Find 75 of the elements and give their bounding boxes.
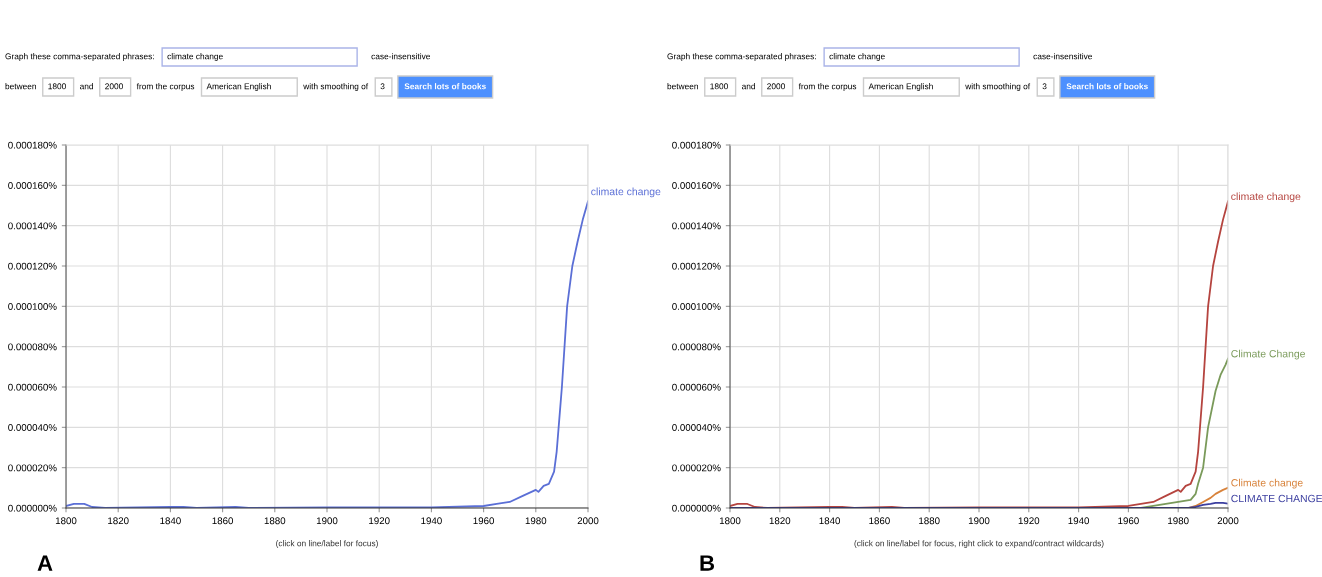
text: Search lots of books (1066, 83, 1148, 90)
text: case-insensitive (1033, 53, 1093, 60)
x-tick-label: 1960 (473, 517, 495, 525)
text: 1800 (48, 83, 66, 90)
x-tick-label: 1860 (212, 517, 234, 525)
text: and (79, 83, 93, 90)
y-tick-label: 0.000140% (8, 222, 57, 230)
text: (click on line/label for focus) (276, 540, 378, 548)
text: (click on line/label for focus, right click to expand/contract wildcards) (854, 540, 1104, 548)
x-tick-label: 1880 (919, 517, 940, 525)
text: 3 (380, 83, 385, 90)
x-tick-label: 1980 (525, 517, 547, 525)
text: between (667, 83, 698, 90)
y-tick-label: 0.000060% (672, 383, 721, 391)
series-label: climate change (1231, 192, 1301, 203)
y-tick-label: 0.000040% (672, 424, 721, 431)
text: with smoothing of (303, 83, 369, 91)
text: climate change (167, 53, 223, 61)
y-tick-label: 0.000000% (672, 504, 721, 512)
text: Graph these comma-separated phrases: (5, 53, 154, 61)
y-tick-label: 0.000160% (672, 182, 721, 189)
series-label: Climate change (1231, 478, 1303, 489)
y-tick-label: 0.000160% (8, 182, 57, 189)
x-tick-label: 2000 (577, 517, 599, 525)
y-tick-label: 0.000040% (8, 424, 57, 431)
x-tick-label: 1840 (160, 517, 181, 525)
text: from the corpus (136, 83, 195, 91)
x-tick-label: 1940 (1068, 517, 1090, 525)
text: climate change (829, 53, 885, 61)
x-tick-label: 1880 (264, 517, 286, 525)
y-tick-label: 0.000080% (8, 343, 57, 351)
y-tick-label: 0.000120% (672, 262, 721, 270)
y-tick-label: 0.000100% (8, 303, 57, 310)
text: A (37, 555, 53, 571)
series-label: Climate Change (1231, 349, 1306, 360)
x-tick-label: 1920 (1018, 517, 1040, 525)
y-tick-label: 0.000140% (672, 222, 721, 230)
text: 1800 (710, 83, 728, 90)
text: 2000 (105, 83, 123, 90)
x-tick-label: 1940 (421, 517, 442, 525)
x-tick-label: 2000 (1217, 517, 1239, 525)
text: Search lots of books (404, 83, 486, 90)
x-tick-label: 1800 (55, 517, 77, 525)
y-tick-label: 0.000020% (672, 464, 721, 472)
y-tick-label: 0.000180% (672, 141, 721, 149)
x-tick-label: 1920 (369, 517, 390, 525)
text: 2000 (767, 83, 785, 90)
text: and (741, 83, 755, 90)
text: 3 (1042, 83, 1047, 90)
x-tick-label: 1820 (769, 517, 791, 525)
x-tick-label: 1840 (819, 517, 841, 525)
text: American English (206, 83, 271, 91)
x-tick-label: 1900 (968, 517, 990, 525)
x-tick-label: 1960 (1118, 517, 1139, 525)
text: case-insensitive (371, 53, 431, 60)
y-tick-label: 0.000060% (8, 383, 57, 391)
x-tick-label: 1860 (869, 517, 890, 525)
series-label: climate change (591, 187, 661, 198)
x-tick-label: 1820 (108, 517, 129, 525)
text: American English (868, 83, 933, 91)
x-tick-label: 1800 (719, 517, 741, 525)
series-label: CLIMATE CHANGE (1231, 494, 1322, 503)
text: Graph these comma-separated phrases: (667, 53, 816, 61)
y-tick-label: 0.000020% (8, 464, 57, 472)
text: B (700, 555, 715, 571)
y-tick-label: 0.000120% (8, 262, 57, 270)
text: with smoothing of (965, 83, 1031, 91)
y-tick-label: 0.000100% (672, 303, 721, 310)
y-tick-label: 0.000000% (8, 504, 57, 512)
x-tick-label: 1980 (1168, 517, 1189, 525)
text: between (5, 83, 36, 90)
x-tick-label: 1900 (316, 517, 338, 525)
text: from the corpus (798, 83, 857, 91)
y-tick-label: 0.000180% (8, 141, 57, 149)
y-tick-label: 0.000080% (672, 343, 721, 351)
